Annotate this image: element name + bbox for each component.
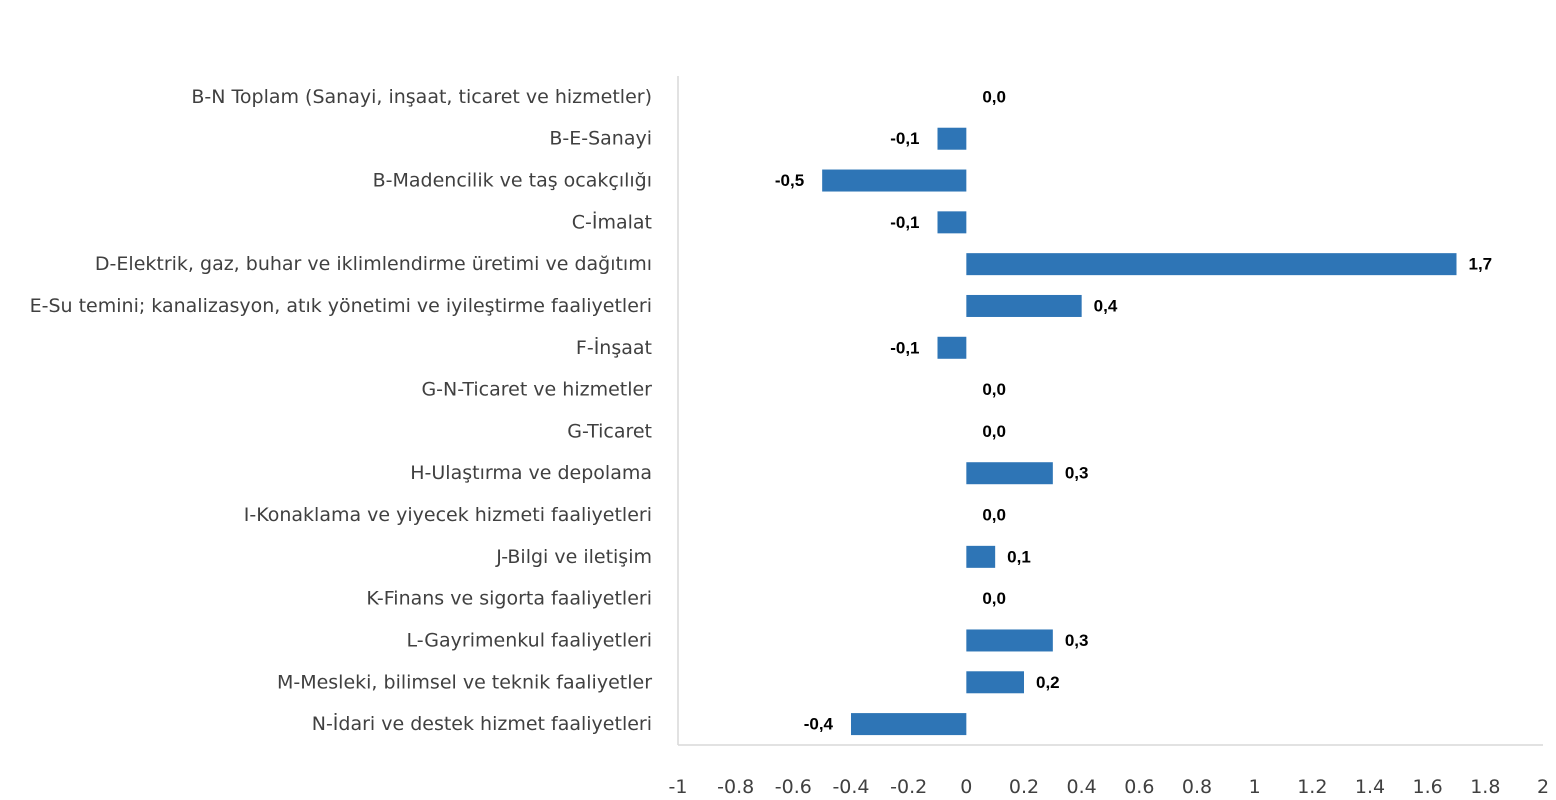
category-label: F-İnşaat: [576, 336, 652, 359]
data-label: 0,4: [1094, 296, 1118, 315]
x-tick-label: 1.2: [1297, 776, 1327, 798]
data-label: 0,2: [1036, 673, 1060, 692]
data-label: 1,7: [1469, 255, 1493, 274]
x-tick-label: 1: [1249, 776, 1261, 798]
data-label: 0,3: [1065, 631, 1089, 650]
x-tick-label: 0.4: [1067, 776, 1097, 798]
data-label: 0,0: [982, 506, 1006, 525]
data-label: 0,0: [982, 422, 1006, 441]
data-label: 0,3: [1065, 464, 1089, 483]
x-tick-label: 2: [1537, 776, 1549, 798]
category-label: M-Mesleki, bilimsel ve teknik faaliyetle…: [277, 671, 652, 693]
data-label: -0,1: [890, 213, 919, 232]
x-tick-label: 1.4: [1355, 776, 1385, 798]
bar: [937, 336, 967, 359]
data-label: 0,1: [1007, 547, 1031, 566]
bar: [966, 671, 1024, 694]
bar: [966, 462, 1053, 485]
bar: [966, 629, 1053, 652]
category-label: B-Madencilik ve taş ocakçılığı: [373, 170, 652, 192]
category-label: H-Ulaştırma ve depolama: [410, 462, 652, 484]
bar: [851, 713, 967, 736]
x-tick-label: -0.8: [717, 776, 754, 798]
data-label: -0,5: [775, 171, 804, 190]
x-tick-label: -0.4: [832, 776, 869, 798]
data-label: -0,4: [804, 715, 834, 734]
bar: [966, 545, 996, 568]
data-label: 0,0: [982, 87, 1006, 106]
x-tick-label: 0.2: [1009, 776, 1039, 798]
bar: [937, 211, 967, 234]
category-label: I-Konaklama ve yiyecek hizmeti faaliyetl…: [244, 504, 652, 526]
category-label: E-Su temini; kanalizasyon, atık yönetimi…: [30, 295, 652, 317]
x-tick-label: -0.6: [775, 776, 812, 798]
x-tick-label: 1.6: [1413, 776, 1443, 798]
category-label: J-Bilgi ve iletişim: [495, 546, 652, 568]
data-label: -0,1: [890, 129, 919, 148]
bar: [966, 294, 1082, 317]
x-tick-label: 1.8: [1470, 776, 1500, 798]
x-tick-label: 0.6: [1124, 776, 1154, 798]
category-label: N-İdari ve destek hizmet faaliyetleri: [312, 712, 652, 735]
category-label: C-İmalat: [572, 210, 652, 233]
category-label: B-N Toplam (Sanayi, inşaat, ticaret ve h…: [191, 86, 652, 108]
data-label: 0,0: [982, 380, 1006, 399]
bar: [822, 169, 967, 192]
x-tick-label: -0.2: [890, 776, 927, 798]
x-tick-label: 0: [960, 776, 972, 798]
x-tick-label: -1: [669, 776, 688, 798]
bar: [937, 127, 967, 150]
bar: [966, 253, 1457, 276]
category-label: G-N-Ticaret ve hizmetler: [421, 379, 652, 401]
category-label: B-E-Sanayi: [549, 128, 652, 150]
category-label: L-Gayrimenkul faaliyetleri: [407, 629, 653, 651]
data-label: -0,1: [890, 338, 919, 357]
category-label: D-Elektrik, gaz, buhar ve iklimlendirme …: [95, 253, 652, 275]
category-label: G-Ticaret: [567, 420, 652, 442]
category-label: K-Finans ve sigorta faaliyetleri: [366, 588, 652, 610]
data-label: 0,0: [982, 589, 1006, 608]
x-tick-label: 0.8: [1182, 776, 1212, 798]
